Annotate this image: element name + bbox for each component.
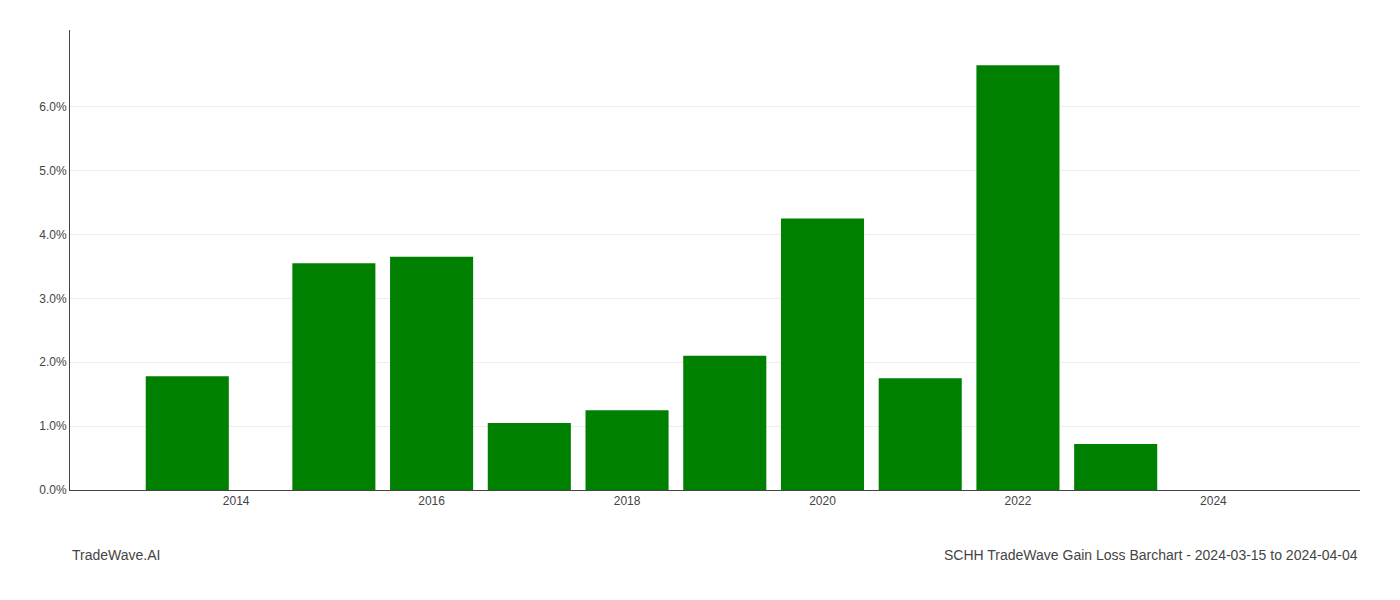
svg-text:TradeWave.AI: TradeWave.AI xyxy=(72,547,160,563)
svg-text:SCHH TradeWave Gain Loss Barch: SCHH TradeWave Gain Loss Barchart - 2024… xyxy=(944,547,1358,563)
svg-text:3.0%: 3.0% xyxy=(39,292,67,306)
svg-text:2014: 2014 xyxy=(223,494,250,508)
svg-text:2024: 2024 xyxy=(1200,494,1227,508)
svg-text:2020: 2020 xyxy=(809,494,836,508)
svg-text:4.0%: 4.0% xyxy=(39,228,67,242)
svg-text:2.0%: 2.0% xyxy=(39,355,67,369)
svg-text:2018: 2018 xyxy=(614,494,641,508)
svg-text:2016: 2016 xyxy=(418,494,445,508)
svg-text:5.0%: 5.0% xyxy=(39,164,67,178)
svg-text:1.0%: 1.0% xyxy=(39,419,67,433)
svg-text:0.0%: 0.0% xyxy=(39,483,67,497)
svg-text:6.0%: 6.0% xyxy=(39,100,67,114)
svg-text:2022: 2022 xyxy=(1005,494,1032,508)
